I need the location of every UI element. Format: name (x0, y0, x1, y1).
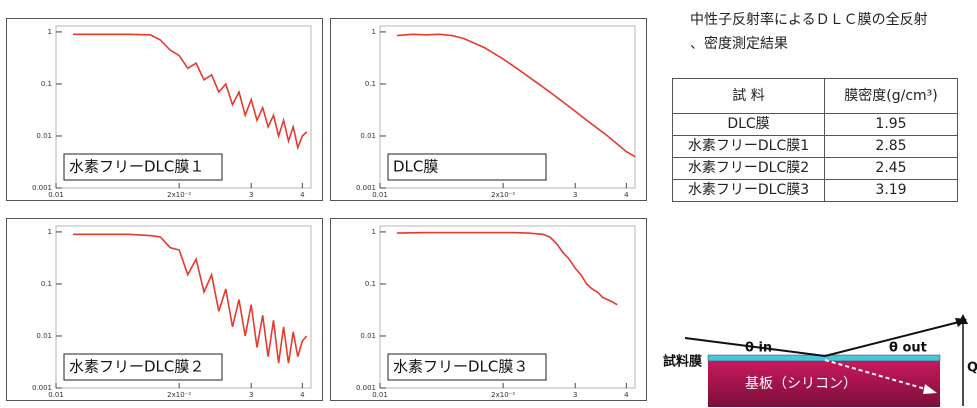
label-box (63, 153, 223, 181)
film-label: 試料膜 (663, 354, 702, 370)
x-tick-label: 2x10⁻² (167, 191, 191, 199)
y-tick-label: 0.001 (32, 384, 52, 392)
table-header: 試 料 膜密度(g/cm³) (672, 78, 958, 114)
x-tick-label: 0.01 (372, 391, 388, 399)
reflected-beam (824, 321, 960, 357)
density-cell: 3.19 (824, 179, 958, 202)
table-row: 水素フリーDLC膜1 2.85 (672, 135, 958, 158)
x-tick-label: 0.01 (48, 391, 64, 399)
chart-label: 水素フリーDLC膜３ (393, 358, 528, 376)
arrowhead (958, 314, 968, 324)
y-tick-label: 1 (372, 228, 376, 236)
theta-in: θ in (745, 341, 772, 356)
caption-line: 、密度測定結果 (690, 36, 788, 52)
density-cell: 1.95 (824, 113, 958, 136)
sample-cell: 水素フリーDLC膜2 (672, 157, 825, 180)
header-cell: 試 料 (672, 78, 825, 114)
y-tick-label: 0.1 (41, 280, 52, 288)
data-line (72, 233, 308, 364)
y-tick-label: 0.001 (356, 184, 376, 192)
x-tick-label: 3 (573, 191, 577, 199)
density-cell: 2.45 (824, 157, 958, 180)
chart-label: 水素フリーDLC膜１ (69, 158, 204, 176)
sample-cell: DLC膜 (672, 113, 825, 136)
y-tick-label: 1 (48, 228, 52, 236)
table-row: 水素フリーDLC膜2 2.45 (672, 157, 958, 180)
y-tick-label: 0.01 (360, 332, 376, 340)
y-tick-label: 0.1 (365, 280, 376, 288)
x-tick-label: 2x10⁻² (491, 391, 515, 399)
arrowhead (923, 384, 937, 394)
q-label: Q (967, 361, 977, 376)
x-tick-label: 3 (249, 391, 253, 399)
density-table: 試 料 膜密度(g/cm³) DLC膜 1.95 水素フリーDLC膜1 2.85 水素フ… (672, 78, 958, 202)
y-tick-label: 0.001 (32, 184, 52, 192)
sample-cell: 水素フリーDLC膜3 (672, 179, 825, 202)
y-tick-label: 1 (372, 28, 376, 36)
substrate-label: 基板（シリコン） (745, 375, 857, 392)
data-line (72, 33, 308, 151)
sample-cell: 水素フリーDLC膜1 (672, 135, 825, 158)
chart-label: DLC膜 (393, 158, 438, 176)
x-tick-label: 4 (300, 191, 305, 199)
data-line (396, 231, 618, 306)
y-tick-label: 0.01 (36, 132, 52, 140)
x-tick-label: 4 (300, 391, 305, 399)
x-tick-label: 2x10⁻² (167, 391, 191, 399)
x-tick-label: 0.01 (48, 191, 64, 199)
incident-beam (684, 337, 826, 357)
x-tick-label: 0.01 (372, 191, 388, 199)
header-cell: 膜密度(g/cm³) (824, 78, 958, 114)
y-tick-label: 0.001 (356, 384, 376, 392)
x-tick-label: 3 (249, 191, 253, 199)
table-row: 水素フリーDLC膜3 3.19 (672, 179, 958, 202)
caption: 中性子反射率によるＤＬＣ膜の全反射 、密度測定結果 (690, 8, 928, 56)
caption-line: 中性子反射率によるＤＬＣ膜の全反射 (690, 12, 928, 28)
label-box (387, 153, 547, 181)
chart-label: 水素フリーDLC膜２ (69, 358, 204, 376)
table-row: DLC膜 1.95 (672, 113, 958, 136)
substrate (708, 361, 940, 407)
y-tick-label: 0.01 (36, 332, 52, 340)
x-tick-label: 4 (624, 191, 629, 199)
x-tick-label: 4 (624, 391, 629, 399)
theta-out: θ out (889, 341, 927, 356)
y-tick-label: 1 (48, 28, 52, 36)
x-tick-label: 2x10⁻² (491, 191, 515, 199)
y-tick-label: 0.1 (365, 80, 376, 88)
density-cell: 2.85 (824, 135, 958, 158)
y-tick-label: 0.01 (360, 132, 376, 140)
label-box (387, 353, 547, 381)
diagram: 試料膜 θ in θ out 基板（シリコン） Q (663, 314, 977, 407)
x-tick-label: 3 (573, 391, 577, 399)
y-tick-label: 0.1 (41, 80, 52, 88)
data-line (396, 33, 636, 158)
label-box (63, 353, 223, 381)
